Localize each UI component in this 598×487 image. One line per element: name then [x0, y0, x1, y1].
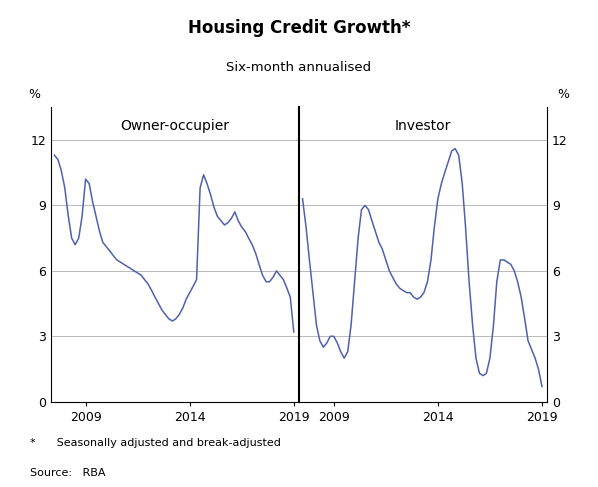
Text: Owner-occupier: Owner-occupier: [120, 119, 230, 133]
Text: *      Seasonally adjusted and break-adjusted: * Seasonally adjusted and break-adjusted: [30, 438, 281, 449]
Text: %: %: [557, 88, 569, 101]
Text: Investor: Investor: [395, 119, 451, 133]
Text: %: %: [29, 88, 41, 101]
Text: Six-month annualised: Six-month annualised: [227, 61, 371, 74]
Text: Housing Credit Growth*: Housing Credit Growth*: [188, 19, 410, 37]
Text: Source:   RBA: Source: RBA: [30, 468, 105, 478]
